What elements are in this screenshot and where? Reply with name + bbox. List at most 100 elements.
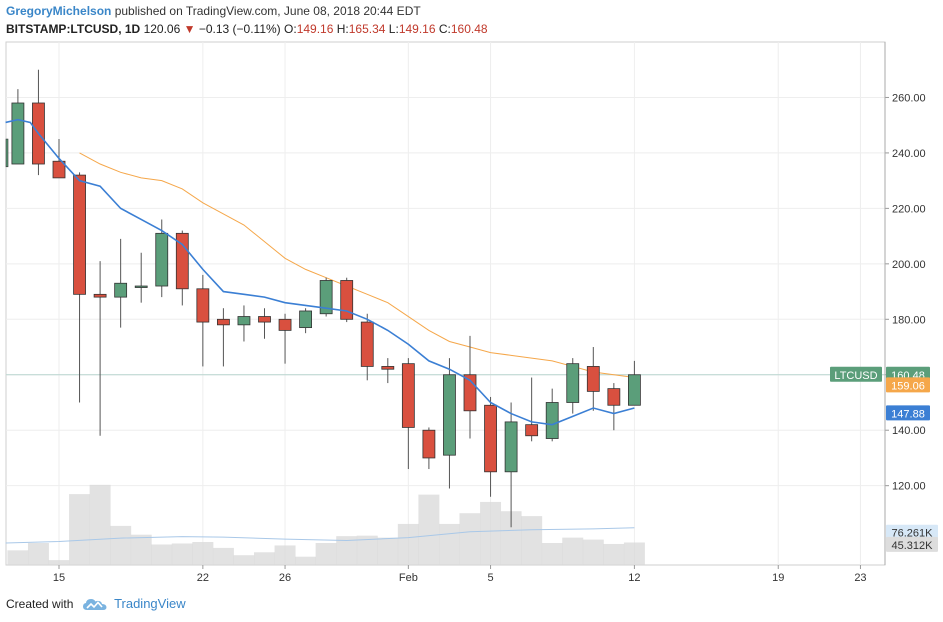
candle-partial <box>5 138 9 168</box>
volume-bar <box>459 513 481 565</box>
volume-bar <box>418 494 440 565</box>
candle-up[interactable] <box>114 282 128 298</box>
volume-bar <box>397 523 419 565</box>
volume-bar <box>254 552 275 565</box>
volume-bar <box>151 544 173 565</box>
open-value: 149.16 <box>296 22 334 36</box>
volume-bar <box>130 534 152 565</box>
volume-bar <box>603 543 625 565</box>
candle-down[interactable] <box>73 174 86 295</box>
ma-slow-badge-bg <box>886 377 930 393</box>
candle-up[interactable] <box>11 102 25 165</box>
candle-down[interactable] <box>52 160 66 179</box>
candle-up[interactable] <box>299 310 313 329</box>
candle-up[interactable] <box>566 363 580 403</box>
volume-bar <box>336 536 358 565</box>
ma-fast-badge-bg <box>886 405 930 421</box>
date-tick-label: 12 <box>628 572 640 584</box>
open-label: O: <box>284 22 297 36</box>
candle-up[interactable] <box>628 374 641 406</box>
candle-down[interactable] <box>586 366 600 392</box>
volume-bar <box>356 535 378 565</box>
volume-badge-bg <box>886 536 938 552</box>
volume-bar <box>438 523 460 565</box>
high-value: 165.34 <box>348 22 386 36</box>
candle-down[interactable] <box>401 363 415 428</box>
price-tick-label: 260.00 <box>892 92 926 104</box>
candle-up[interactable] <box>134 285 148 288</box>
date-tick-label: 26 <box>279 572 291 584</box>
volume-bar <box>295 556 317 565</box>
symbol-name: BITSTAMP:LTCUSD, 1D <box>6 22 141 36</box>
volume-bar <box>48 560 70 565</box>
volume-bar <box>562 537 584 565</box>
down-arrow-icon: ▼ <box>183 22 196 36</box>
price-chart[interactable]: 260.00240.00220.00200.00180.00160.00140.… <box>0 40 943 588</box>
symbol-badge: LTCUSD <box>834 370 877 382</box>
volume-bar <box>582 539 604 565</box>
volume-bar <box>315 543 337 565</box>
volume-bar <box>27 543 49 565</box>
volume-bar <box>110 525 132 565</box>
candle-up[interactable] <box>545 402 559 439</box>
close-label: C: <box>438 22 451 36</box>
price-tick-label: 120.00 <box>892 481 926 493</box>
date-tick-label: 15 <box>53 572 65 584</box>
ma-slow-badge: 159.06 <box>891 380 925 392</box>
candle-down[interactable] <box>422 429 436 459</box>
volume-ma-badge-bg <box>886 524 938 540</box>
volume-bar <box>7 550 29 565</box>
volume-bar <box>69 494 91 565</box>
candle-up[interactable] <box>319 280 333 315</box>
price-tick-label: 200.00 <box>892 259 926 271</box>
volume-bar <box>89 484 111 565</box>
tradingview-brand-link[interactable]: TradingView <box>114 596 186 611</box>
volume-bar <box>212 547 234 565</box>
date-tick-label: 23 <box>854 572 866 584</box>
candle-up[interactable] <box>155 232 169 287</box>
volume-bar <box>521 516 543 565</box>
price-change: −0.13 (−0.11%) <box>198 22 281 36</box>
candle-up[interactable] <box>443 374 456 456</box>
candle-down[interactable] <box>607 388 621 406</box>
price-tick-label: 180.00 <box>892 314 926 326</box>
author-link[interactable]: GregoryMichelson <box>6 4 112 18</box>
volume-bar <box>274 545 296 565</box>
volume-bar <box>171 543 193 565</box>
candle-down[interactable] <box>216 318 230 326</box>
high-label: H: <box>336 22 349 36</box>
footer: Created with TradingView <box>6 596 186 612</box>
candle-down[interactable] <box>525 424 539 437</box>
volume-bar <box>541 543 563 565</box>
volume-badge: 45.312K <box>892 540 934 552</box>
volume-ma-line <box>5 527 635 544</box>
low-label: L: <box>388 22 399 36</box>
symbol-badge-bg <box>830 366 882 382</box>
candle-up[interactable] <box>237 316 251 326</box>
candle-down[interactable] <box>484 404 497 473</box>
volume-bar <box>192 542 214 565</box>
price-tick-label: 220.00 <box>892 203 926 215</box>
created-with-text: Created with <box>6 597 74 611</box>
candle-up[interactable] <box>504 421 518 473</box>
date-tick-label: 22 <box>197 572 209 584</box>
ma-slow-line <box>79 152 635 379</box>
low-value: 149.16 <box>398 22 436 36</box>
candle-down[interactable] <box>258 316 271 323</box>
candle-down[interactable] <box>360 321 374 367</box>
volume-bar <box>480 501 502 565</box>
candle-down[interactable] <box>340 280 354 320</box>
date-tick-label: 5 <box>487 572 493 584</box>
published-text: published on TradingView.com, June 08, 2… <box>114 4 421 18</box>
candle-down[interactable] <box>278 318 292 331</box>
volume-bar <box>500 511 522 565</box>
plot-area <box>5 41 886 566</box>
close-value: 160.48 <box>450 22 488 36</box>
candle-down[interactable] <box>381 366 395 370</box>
last-price: 120.06 <box>143 22 181 36</box>
volume-ma-badge: 76.261K <box>892 528 934 540</box>
publish-info: GregoryMichelson published on TradingVie… <box>6 4 421 18</box>
candle-down[interactable] <box>196 288 210 323</box>
volume-bar <box>623 542 645 565</box>
candle-down[interactable] <box>93 293 107 298</box>
